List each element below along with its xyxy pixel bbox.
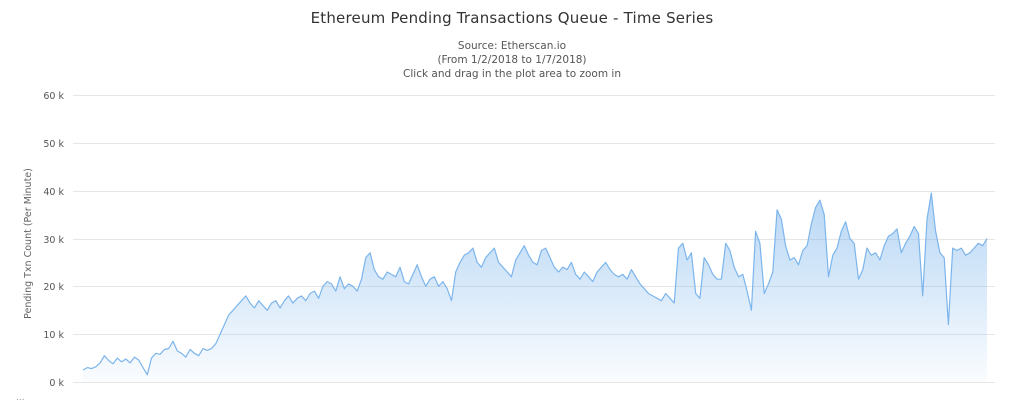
chart-subtitle-hint: Click and drag in the plot area to zoom … [403, 68, 621, 80]
series-area [83, 193, 987, 382]
series-line [82, 192, 988, 376]
y-tick-label: 60 k [43, 91, 64, 102]
y-tick-label: 30 k [43, 235, 64, 246]
y-axis-title: Pending Txn Count (Per Minute) [23, 168, 34, 319]
chart-subtitle-source: Source: Etherscan.io [457, 40, 567, 52]
y-tick-label: 0 k [49, 378, 64, 389]
y-axis-ticks: 0 k 10 k 20 k 30 k 40 k 50 k 60 k [43, 91, 64, 389]
footer-mark: ... [16, 393, 25, 403]
y-tick-label: 20 k [43, 282, 64, 293]
y-tick-label: 40 k [43, 187, 64, 198]
chart-subtitle-range: (From 1/2/2018 to 1/7/2018) [437, 54, 587, 66]
y-tick-label: 10 k [43, 330, 64, 341]
y-tick-label: 50 k [43, 139, 64, 150]
chart-title: Ethereum Pending Transactions Queue - Ti… [310, 9, 714, 27]
series-layer [82, 192, 988, 382]
